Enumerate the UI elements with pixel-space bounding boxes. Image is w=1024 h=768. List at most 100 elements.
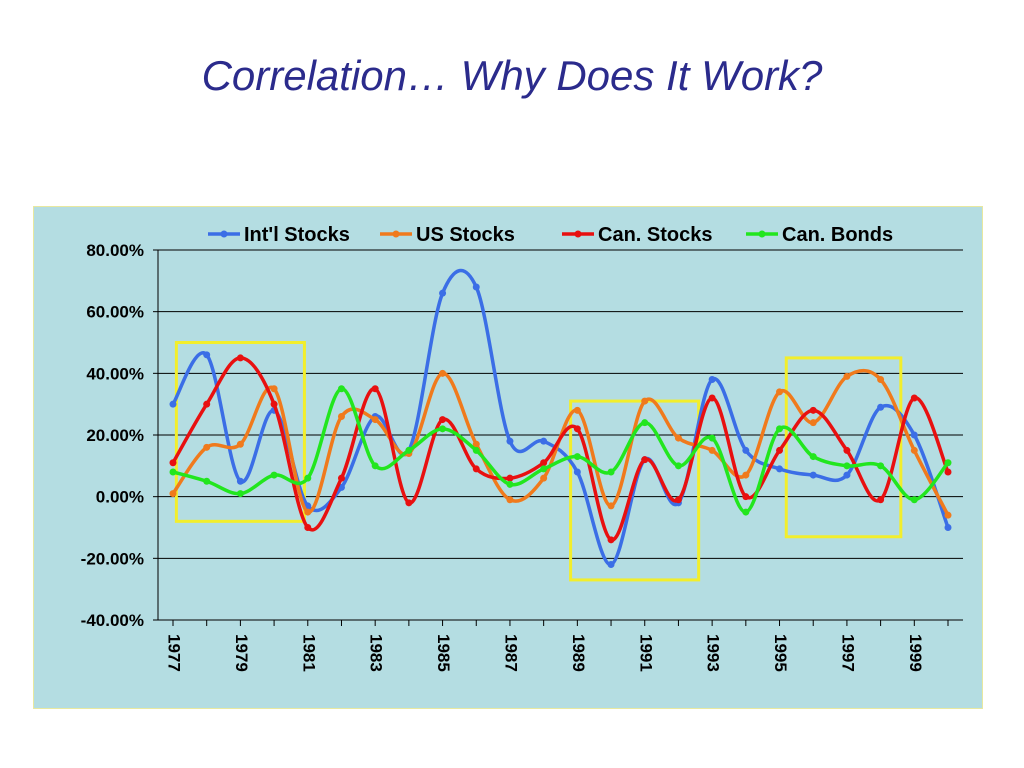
data-point <box>843 446 851 454</box>
data-point <box>843 372 851 380</box>
data-point <box>641 419 649 427</box>
data-point <box>270 400 278 408</box>
data-point <box>203 443 211 451</box>
series-can-bonds <box>169 385 952 516</box>
data-point <box>742 471 750 479</box>
data-point <box>337 474 345 482</box>
legend-label: Int'l Stocks <box>244 224 350 246</box>
data-point <box>742 508 750 516</box>
data-point <box>405 499 413 507</box>
data-point <box>843 471 851 479</box>
data-point <box>540 465 548 473</box>
data-point <box>337 413 345 420</box>
data-point <box>439 369 447 377</box>
data-point <box>371 462 379 470</box>
axes: -40.00% -20.00% 0.00% 20.00% 40.00% 60.00% 80.… <box>81 241 963 672</box>
data-point <box>337 385 345 393</box>
data-point <box>776 388 784 396</box>
data-point <box>674 462 682 470</box>
data-point <box>439 289 447 297</box>
data-point <box>809 471 817 479</box>
x-tick-label: 1991 <box>636 634 655 672</box>
data-point <box>405 446 413 454</box>
data-point <box>304 508 312 516</box>
data-point <box>809 419 817 427</box>
data-point <box>304 474 312 482</box>
data-point <box>371 385 379 393</box>
legend-marker <box>392 230 400 238</box>
data-point <box>877 496 885 504</box>
data-point <box>910 431 918 439</box>
data-point <box>877 376 885 383</box>
data-point <box>843 462 851 470</box>
data-point <box>607 536 615 544</box>
data-point <box>944 468 952 476</box>
data-point <box>910 446 918 454</box>
data-point <box>472 440 480 448</box>
y-tick-label: 80.00% <box>86 241 144 260</box>
data-point <box>944 524 952 531</box>
x-tick-label: 1983 <box>367 634 386 672</box>
data-point <box>877 462 885 470</box>
data-point <box>506 480 514 488</box>
data-point <box>573 468 581 476</box>
data-point <box>203 477 211 485</box>
data-point <box>506 496 514 504</box>
data-point <box>371 416 379 424</box>
data-point <box>607 468 615 476</box>
x-tick-label: 1979 <box>232 634 251 672</box>
data-point <box>540 474 548 482</box>
data-point <box>910 496 918 504</box>
highlight-box <box>174 341 306 523</box>
data-point <box>708 376 716 383</box>
data-point <box>506 437 514 445</box>
data-point <box>236 440 244 448</box>
data-point <box>169 490 177 498</box>
data-point <box>910 394 918 402</box>
data-point <box>607 561 615 568</box>
data-point <box>439 416 447 424</box>
data-point <box>472 283 480 291</box>
legend-marker <box>758 230 766 238</box>
x-tick-label: 1977 <box>165 634 184 672</box>
y-tick-label: 60.00% <box>86 303 144 322</box>
chart-frame: -40.00% -20.00% 0.00% 20.00% 40.00% 60.00% 80.… <box>33 206 983 709</box>
highlight-boxes <box>174 341 903 582</box>
data-point <box>708 446 716 454</box>
x-tick-label: 1997 <box>838 634 857 672</box>
legend-label: Can. Bonds <box>782 224 893 246</box>
data-point <box>641 456 649 464</box>
data-point <box>573 425 581 433</box>
x-tick-label: 1989 <box>569 634 588 672</box>
data-point <box>877 403 885 411</box>
data-point <box>304 524 312 531</box>
series-lines <box>169 268 952 568</box>
series-can-stocks <box>169 354 952 544</box>
data-point <box>742 493 750 501</box>
x-tick-label: 1993 <box>704 634 723 672</box>
data-point <box>776 465 784 473</box>
data-point <box>573 406 581 414</box>
data-point <box>472 446 480 454</box>
series-line <box>171 368 950 517</box>
data-point <box>236 490 244 498</box>
legend-label: Can. Stocks <box>598 224 712 246</box>
data-point <box>439 425 447 433</box>
data-point <box>809 406 817 414</box>
data-point <box>674 434 682 442</box>
data-point <box>540 459 548 467</box>
x-tick-label: 1985 <box>434 634 453 672</box>
y-tick-label: -20.00% <box>81 549 144 568</box>
series-int-l-stocks <box>169 268 952 568</box>
data-point <box>270 471 278 479</box>
data-point <box>506 474 514 482</box>
y-tick-label: 0.00% <box>96 488 144 507</box>
data-point <box>169 459 177 467</box>
data-point <box>809 453 817 461</box>
data-point <box>169 400 177 408</box>
x-tick-label: 1981 <box>299 634 318 672</box>
legend: Int'l Stocks US Stocks Can. Stocks Can. Bon… <box>208 224 893 246</box>
highlight-box <box>784 356 903 539</box>
data-point <box>203 400 211 408</box>
x-tick-label: 1999 <box>906 634 925 672</box>
